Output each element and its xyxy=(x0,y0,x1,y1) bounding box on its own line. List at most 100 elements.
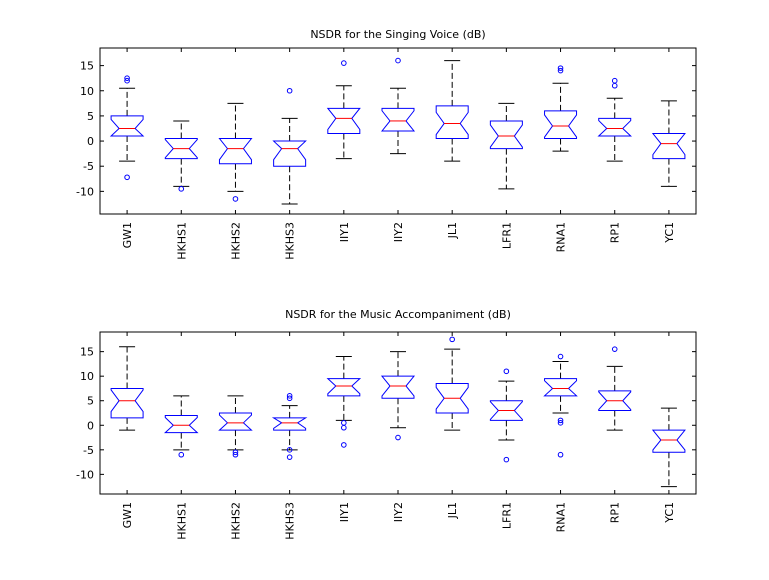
y-tick-label: 5 xyxy=(87,395,94,408)
outlier-point xyxy=(557,451,564,458)
category-label: LFR1 xyxy=(500,222,513,249)
category-label: HKHS3 xyxy=(284,222,297,260)
y-tick-label: -10 xyxy=(76,468,94,481)
box-gw1 xyxy=(110,346,144,431)
category-label: RNA1 xyxy=(555,222,568,252)
category-label: YC1 xyxy=(663,222,676,244)
box-body xyxy=(435,105,469,140)
category-label: GW1 xyxy=(121,502,134,528)
outlier-point xyxy=(124,75,130,81)
y-tick-label: 5 xyxy=(87,110,94,123)
box-body xyxy=(218,138,253,165)
box-body xyxy=(272,140,307,167)
outlier-point xyxy=(341,424,347,431)
outlier-point xyxy=(286,395,293,402)
outlier-point xyxy=(178,186,185,192)
box-body xyxy=(326,107,361,135)
box-gw1 xyxy=(109,75,145,181)
outlier-point xyxy=(395,434,401,441)
y-tick-label: -5 xyxy=(83,444,94,457)
category-label: IIY2 xyxy=(392,222,405,242)
chart-title: NSDR for the Singing Voice (dB) xyxy=(310,28,485,41)
category-label: IIY2 xyxy=(392,502,405,522)
box-hkhs2 xyxy=(218,395,253,458)
category-label: LFR1 xyxy=(500,502,513,529)
outlier-point xyxy=(503,456,510,463)
outlier-point xyxy=(124,77,130,84)
category-label: JL1 xyxy=(446,502,459,519)
outlier-point xyxy=(232,449,239,456)
y-tick-label: 10 xyxy=(80,370,94,383)
category-label: RNA1 xyxy=(555,502,568,532)
y-tick-label: -5 xyxy=(83,160,94,173)
box-hkhs1 xyxy=(163,395,199,458)
category-label: HKHS3 xyxy=(284,502,297,540)
category-label: JL1 xyxy=(446,222,459,239)
outlier-point xyxy=(449,336,455,343)
category-label: RP1 xyxy=(609,502,622,523)
category-label: GW1 xyxy=(121,222,134,248)
box-body xyxy=(110,387,144,419)
outlier-point xyxy=(232,451,239,458)
box-rp1 xyxy=(597,77,632,162)
outlier-point xyxy=(611,82,618,89)
box-hkhs3 xyxy=(271,393,308,460)
category-label: HKHS2 xyxy=(229,222,242,260)
category-label: RP1 xyxy=(609,222,622,243)
outlier-point xyxy=(557,353,564,360)
category-label: HKHS2 xyxy=(229,502,242,540)
category-label: IIY1 xyxy=(338,222,351,242)
y-tick-label: 15 xyxy=(80,346,94,359)
category-label: HKHS1 xyxy=(175,222,188,260)
y-tick-label: 15 xyxy=(80,60,94,73)
outlier-point xyxy=(611,77,618,84)
category-label: IIY1 xyxy=(338,502,351,522)
outlier-point xyxy=(124,174,130,181)
outlier-point xyxy=(286,454,293,460)
box-hkhs1 xyxy=(164,120,198,192)
box-body xyxy=(380,375,416,399)
box-body xyxy=(651,429,686,453)
outlier-point xyxy=(341,60,347,66)
box-iiy2 xyxy=(380,57,416,155)
box-iiy1 xyxy=(326,356,362,448)
box-body xyxy=(218,412,253,431)
box-body xyxy=(651,133,686,160)
outlier-point xyxy=(341,420,347,426)
y-tick-label: 0 xyxy=(87,419,94,432)
box-rp1 xyxy=(598,346,632,431)
box-body xyxy=(544,110,578,140)
box-yc1 xyxy=(651,407,686,488)
box-jl1 xyxy=(435,336,469,431)
box-hkhs2 xyxy=(218,102,253,202)
outlier-point xyxy=(395,57,401,64)
y-tick-label: 0 xyxy=(87,135,94,148)
chart-title: NSDR for the Music Accompaniment (dB) xyxy=(285,308,511,321)
category-label: HKHS1 xyxy=(175,502,188,540)
box-body xyxy=(326,378,362,397)
outlier-point xyxy=(286,87,293,94)
category-label: YC1 xyxy=(663,502,676,524)
box-body xyxy=(271,417,308,431)
box-body xyxy=(163,414,199,434)
outlier-point xyxy=(232,196,239,202)
outlier-point xyxy=(503,368,510,375)
singing-voice-panel: NSDR for the Singing Voice (dB) -10 -5 0 5 10… xyxy=(76,28,697,260)
outlier-point xyxy=(557,417,564,424)
box-lfr1 xyxy=(489,102,523,190)
box-body xyxy=(109,115,145,137)
music-accompaniment-panel: NSDR for the Music Accompaniment (dB) -10… xyxy=(76,308,697,540)
box-jl1 xyxy=(435,60,469,162)
box-hkhs3 xyxy=(272,87,307,205)
box-body xyxy=(489,120,523,150)
box-iiy2 xyxy=(380,351,416,441)
y-tick-label: 10 xyxy=(80,85,94,98)
box-body xyxy=(543,378,578,397)
box-rna1 xyxy=(543,353,578,458)
outlier-point xyxy=(286,447,293,453)
outlier-point xyxy=(611,346,618,352)
outlier-point xyxy=(557,420,564,426)
outlier-point xyxy=(178,451,185,458)
